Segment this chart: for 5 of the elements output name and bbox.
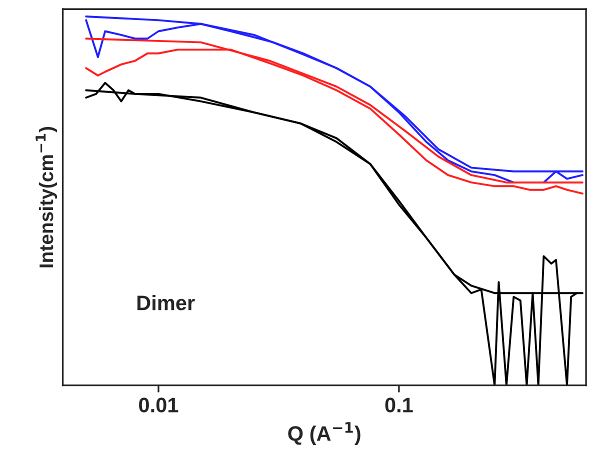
x-axis-title: Q (A$^{−1}$) [288, 422, 360, 446]
annotation: Dimer [137, 294, 195, 310]
x-tick-label: 0.01 [139, 398, 178, 412]
x-tick-label: 0.1 [385, 398, 413, 412]
y-axis-title: Intensity(cm$^{−1}$) [36, 126, 58, 268]
